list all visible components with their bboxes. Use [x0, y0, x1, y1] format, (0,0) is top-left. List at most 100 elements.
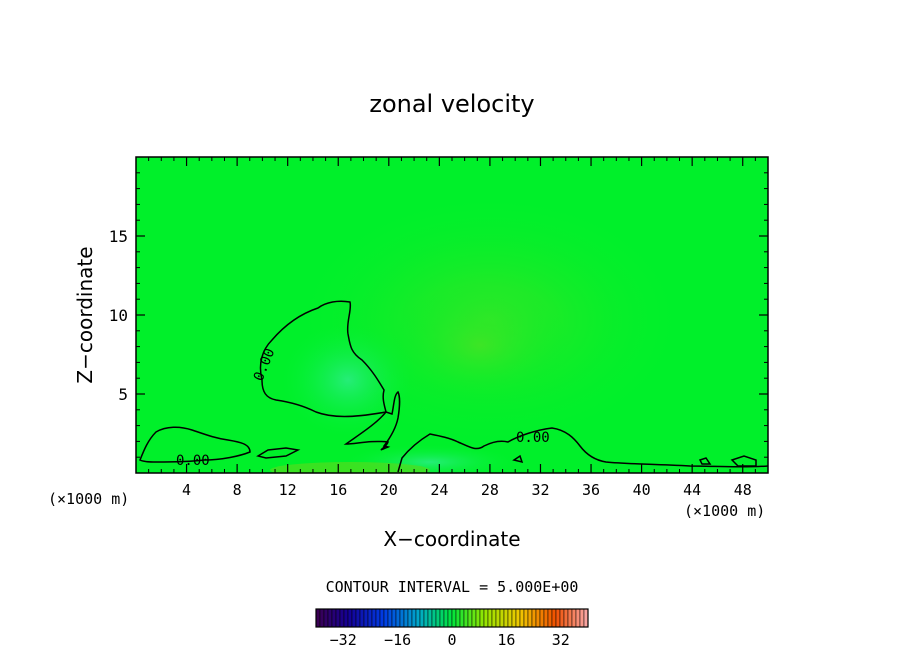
colorbar-swatch	[355, 608, 361, 628]
colorbar-swatch	[539, 608, 545, 628]
y-tick-label: 5	[118, 385, 128, 404]
colorbar-swatch	[423, 608, 429, 628]
colorbar-swatch	[547, 608, 553, 628]
colorbar-swatch	[379, 608, 385, 628]
colorbar-swatch	[503, 608, 509, 628]
x-tick-label: 48	[734, 481, 752, 499]
chart-title: zonal velocity	[369, 90, 534, 118]
x-axis-label: X−coordinate	[383, 527, 520, 551]
colorbar-swatch	[335, 608, 341, 628]
colorbar-swatch	[419, 608, 425, 628]
colorbar-swatch	[403, 608, 409, 628]
y-axis-label: Z−coordinate	[73, 246, 97, 383]
y-tick-label: 10	[109, 306, 128, 325]
colorbar-swatch	[551, 608, 557, 628]
colorbar-swatch	[395, 608, 401, 628]
zero-contours	[139, 300, 768, 473]
colorbar-swatch	[443, 608, 449, 628]
x-tick-label: 36	[582, 481, 600, 499]
colorbar-swatch	[363, 608, 369, 628]
colorbar-swatch	[431, 608, 437, 628]
colorbar-swatch	[427, 608, 433, 628]
colorbar-swatch	[507, 608, 513, 628]
colorbar-swatch	[575, 608, 581, 628]
colorbar-swatch	[567, 608, 573, 628]
colorbar-swatch	[483, 608, 489, 628]
colorbar-swatch	[375, 608, 381, 628]
colorbar-ticks: −32 −16 0 16 32	[330, 631, 570, 649]
negative-velocity-lower	[340, 444, 520, 473]
colorbar-swatch	[459, 608, 465, 628]
x-tick-label: 40	[633, 481, 651, 499]
colorbar-swatch	[519, 608, 525, 628]
contour-lower-right	[397, 427, 768, 473]
y-axis: 5 10 15	[109, 172, 768, 458]
colorbar-swatch	[495, 608, 501, 628]
colorbar-swatch	[563, 608, 569, 628]
contour-tiny-right	[512, 454, 524, 464]
colorbar-swatch	[559, 608, 565, 628]
colorbar-swatch	[435, 608, 441, 628]
colorbar-swatch	[327, 608, 333, 628]
colorbar-tick-label: 0	[447, 631, 456, 649]
colorbar-swatch	[535, 608, 541, 628]
colorbar-swatch	[439, 608, 445, 628]
contour-lower-left	[139, 426, 251, 463]
colorbar-swatch	[319, 608, 325, 628]
colorbar-swatch	[339, 608, 345, 628]
contour-label-lower-right: 0.00	[516, 430, 550, 446]
colorbar-swatch	[367, 608, 373, 628]
contour-label-lower-left: 0.00	[176, 453, 210, 469]
colorbar-swatch	[463, 608, 469, 628]
colorbar-swatch	[371, 608, 377, 628]
plot-area	[136, 157, 768, 473]
colorbar-swatch	[579, 608, 585, 628]
colorbar-swatch	[499, 608, 505, 628]
x-tick-label: 28	[481, 481, 499, 499]
colorbar-tick-label: −16	[384, 631, 411, 649]
colorbar-swatch	[411, 608, 417, 628]
x-tick-label: 32	[531, 481, 549, 499]
colorbar-swatch	[527, 608, 533, 628]
x-tick-label: 12	[279, 481, 297, 499]
surface-positive-band	[270, 462, 430, 473]
colorbar-swatch	[491, 608, 497, 628]
colorbar-swatch	[543, 608, 549, 628]
colorbar-swatch	[399, 608, 405, 628]
colorbar-swatch	[359, 608, 365, 628]
colorbar-swatch	[479, 608, 485, 628]
positive-velocity-core	[390, 285, 570, 405]
colorbar-swatch	[451, 608, 457, 628]
x-tick-label: 24	[430, 481, 448, 499]
x-tick-label: 44	[683, 481, 701, 499]
x-tick-label: 8	[233, 481, 242, 499]
colorbar-swatch	[323, 608, 329, 628]
colorbar-swatch	[343, 608, 349, 628]
colorbar-swatch	[467, 608, 473, 628]
y-tick-label: 15	[109, 227, 128, 246]
colorbar-swatch	[415, 608, 421, 628]
colorbar-swatch	[471, 608, 477, 628]
colorbar-swatch	[455, 608, 461, 628]
colorbar-swatch	[571, 608, 577, 628]
contour-far-right	[730, 455, 757, 467]
x-tick-label: 16	[329, 481, 347, 499]
colorbar-swatch	[447, 608, 453, 628]
contour-small-right	[698, 457, 712, 465]
colorbar-swatch	[383, 608, 389, 628]
contour-small-left	[256, 447, 301, 459]
x-tick-label: 20	[380, 481, 398, 499]
colorbar-swatch	[387, 608, 393, 628]
colorbar-swatch	[523, 608, 529, 628]
contour-upper-lobe-main	[259, 300, 387, 418]
colorbar-swatch	[531, 608, 537, 628]
x-tick-label: 4	[182, 481, 191, 499]
colorbar-swatch	[515, 608, 521, 628]
colorbar-swatch	[407, 608, 413, 628]
contour-interval-text: CONTOUR INTERVAL = 5.000E+00	[326, 578, 579, 596]
colorbar-swatch	[391, 608, 397, 628]
colorbar-swatch	[487, 608, 493, 628]
colorbar-swatch	[331, 608, 337, 628]
x-axis-unit-right: (×1000 m)	[684, 502, 765, 520]
